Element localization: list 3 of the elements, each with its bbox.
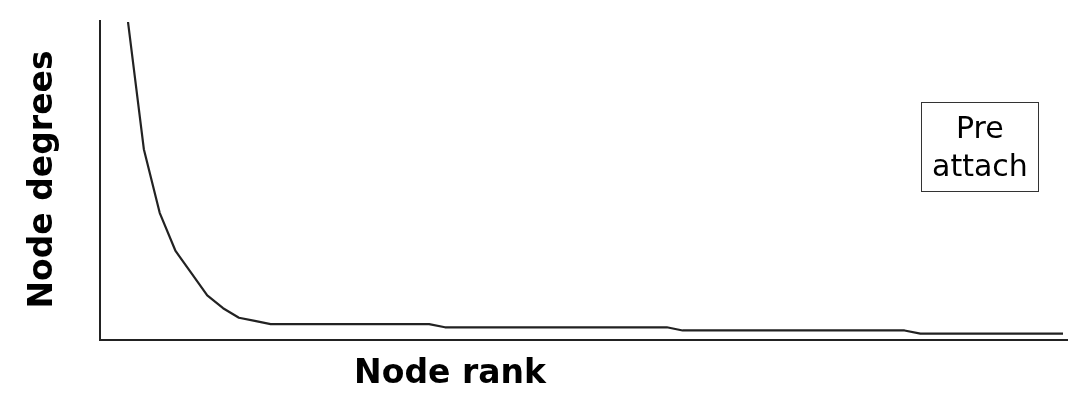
y-axis-title: Node degrees [20, 49, 60, 311]
x-axis-title: Node rank [353, 352, 548, 391]
annotation: Pre attach [932, 110, 1028, 183]
